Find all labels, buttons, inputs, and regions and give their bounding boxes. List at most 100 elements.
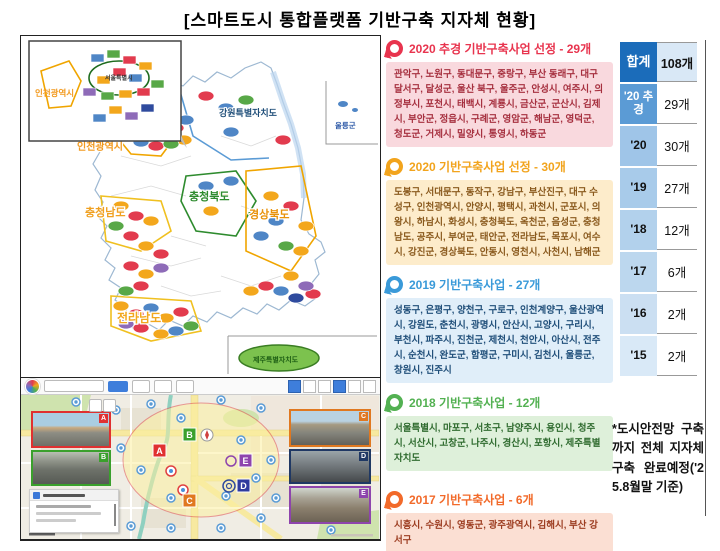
summary-row: '20 30개: [620, 126, 697, 166]
section-header: 2019 기반구축사업 - 27개: [386, 276, 613, 293]
section-title: 2018 기반구축사업 - 12개: [409, 396, 541, 410]
marker-b: B: [186, 430, 193, 440]
zone-markers[interactable]: A B C D E: [152, 427, 253, 508]
cctv-info-panel[interactable]: [29, 489, 119, 533]
cctv-thumbnail-b[interactable]: B: [31, 450, 111, 486]
summary-row: '17 6개: [620, 252, 697, 292]
locate-button[interactable]: [103, 399, 116, 412]
footnote: *도시안전망 구축까지 전체 지자체 구축 완료예정('25.8월말 기준): [612, 422, 704, 495]
korea-map: 강원특별자치도 인천광역시 충청북도 충청남도 경상북도 전라남도 울릉군 제주…: [28, 40, 378, 374]
toolbar-button[interactable]: [154, 379, 172, 393]
section-city-list: 관악구, 노원구, 동대문구, 중랑구, 부산 동래구, 대구 달서구, 달성군…: [386, 62, 613, 147]
summary-label: '19: [620, 168, 657, 208]
label-incheon: 인천광역시: [77, 140, 123, 153]
highlight-zone: [122, 402, 280, 518]
summary-label: 합계: [620, 42, 657, 82]
ring-icon: [386, 491, 403, 508]
ring-icon: [386, 158, 403, 175]
section-header: 2017 기반구축사업 - 6개: [386, 491, 613, 508]
cctv-map-panel: A B C D E: [20, 377, 381, 541]
summary-label: '16: [620, 294, 657, 334]
section-title: 2020 기반구축사업 선정 - 30개: [409, 160, 566, 174]
summary-row: '16 2개: [620, 294, 697, 334]
map-search-input[interactable]: [44, 380, 104, 392]
summary-row: '15 2개: [620, 336, 697, 376]
info-scrollbar[interactable]: [114, 504, 116, 526]
thumb-marker-label: E: [359, 489, 368, 498]
section-title: 2017 기반구축사업 - 6개: [409, 493, 534, 507]
toolbar-button[interactable]: [176, 379, 194, 393]
page-title: [스마트도시 통합플랫폼 기반구축 지자체 현황]: [183, 11, 537, 30]
summary-value: 12개: [657, 210, 697, 250]
section-2020-supplementary: 2020 추경 기반구축사업 선정 - 29개 관악구, 노원구, 동대문구, …: [386, 40, 613, 147]
section-header: 2018 기반구축사업 - 12개: [386, 394, 613, 411]
summary-row: '19 27개: [620, 168, 697, 208]
section-city-list: 서울특별시, 마포구, 서초구, 남양주시, 용인시, 청주시, 서산시, 고창…: [386, 416, 613, 471]
summary-row-total: 합계 108개: [620, 42, 697, 82]
summary-value: 108개: [657, 42, 697, 82]
toolbar-button[interactable]: [132, 379, 150, 393]
cctv-thumbnail-e[interactable]: E: [289, 486, 371, 524]
summary-value: 30개: [657, 126, 697, 166]
map-tool-button[interactable]: [303, 379, 316, 393]
right-divider-line: [705, 40, 706, 516]
scale-bar: [29, 533, 373, 537]
summary-label: '17: [620, 252, 657, 292]
summary-label: '20: [620, 126, 657, 166]
zoom-in-button[interactable]: [333, 379, 346, 393]
cctv-thumbnail-d[interactable]: D: [289, 449, 371, 484]
thumb-marker-label: D: [359, 452, 368, 461]
section-title: 2019 기반구축사업 - 27개: [409, 278, 541, 292]
seoul-metro-inset: 인천광역시 서울특별시: [28, 40, 187, 148]
ring-icon: [386, 394, 403, 411]
gis-logo-icon: [25, 378, 40, 394]
marker-d: D: [240, 481, 247, 491]
cctv-thumbnail-a[interactable]: A: [31, 411, 111, 448]
section-city-list: 도봉구, 서대문구, 동작구, 강남구, 부산진구, 대구 수성구, 인천광역시…: [386, 180, 613, 265]
ulleung-inset: 울릉군: [325, 81, 378, 145]
cctv-toolbar: [21, 378, 380, 395]
search-button[interactable]: [108, 380, 128, 392]
korea-map-panel: 강원특별자치도 인천광역시 충청북도 충청남도 경상북도 전라남도 울릉군 제주…: [20, 35, 381, 378]
jeju-inset: 제주특별자치도: [227, 335, 377, 374]
summary-label: '15: [620, 336, 657, 376]
label-ulleung: 울릉군: [335, 120, 356, 130]
summary-row: '20 추경 29개: [620, 84, 697, 124]
section-2017: 2017 기반구축사업 - 6개 시흥시, 수원시, 영동군, 광주광역시, 김…: [386, 491, 613, 551]
map-tool-button[interactable]: [318, 379, 331, 393]
summary-value: 6개: [657, 252, 697, 292]
year-sections: 2020 추경 기반구축사업 선정 - 29개 관악구, 노원구, 동대문구, …: [386, 40, 613, 551]
marker-a: A: [156, 446, 163, 456]
summary-value: 2개: [657, 336, 697, 376]
section-city-list: 시흥시, 수원시, 영동군, 광주광역시, 김해시, 부산 강서구: [386, 513, 613, 551]
summary-value: 29개: [657, 84, 697, 124]
fullscreen-button[interactable]: [363, 379, 376, 393]
label-gangwon: 강원특별자치도: [219, 107, 278, 118]
section-2019: 2019 기반구축사업 - 27개 성동구, 은평구, 양천구, 구로구, 인천…: [386, 276, 613, 383]
section-2020: 2020 기반구축사업 선정 - 30개 도봉구, 서대문구, 동작구, 강남구…: [386, 158, 613, 265]
summary-value: 27개: [657, 168, 697, 208]
province-labels: 강원특별자치도 인천광역시 충청북도 충청남도 경상북도 전라남도: [76, 106, 291, 326]
summary-row: '18 12개: [620, 210, 697, 250]
summary-table: 합계 108개 '20 추경 29개 '20 30개 '19 27개 '18 1…: [620, 42, 697, 378]
label-gyeongbuk: 경상북도: [249, 207, 289, 221]
section-header: 2020 추경 기반구축사업 선정 - 29개: [386, 40, 613, 57]
ring-icon: [386, 40, 403, 57]
marker-c: C: [186, 496, 193, 506]
info-panel-header: [30, 490, 118, 501]
marker-e: E: [242, 456, 248, 466]
info-icon: [33, 491, 40, 499]
section-header: 2020 기반구축사업 선정 - 30개: [386, 158, 613, 175]
summary-label: '18: [620, 210, 657, 250]
cctv-thumbnail-c[interactable]: C: [289, 409, 371, 447]
summary-label: '20 추경: [620, 84, 657, 124]
inset-label-incheon: 인천광역시: [35, 88, 74, 98]
zoom-out-button[interactable]: [348, 379, 361, 393]
label-jeju: 제주특별자치도: [253, 355, 299, 364]
label-jeonnam: 전라남도: [117, 310, 161, 325]
selected-cameras[interactable]: [165, 428, 237, 496]
map-tool-button[interactable]: [288, 379, 301, 393]
layer-button[interactable]: [89, 399, 102, 412]
thumb-marker-label: A: [99, 414, 108, 423]
